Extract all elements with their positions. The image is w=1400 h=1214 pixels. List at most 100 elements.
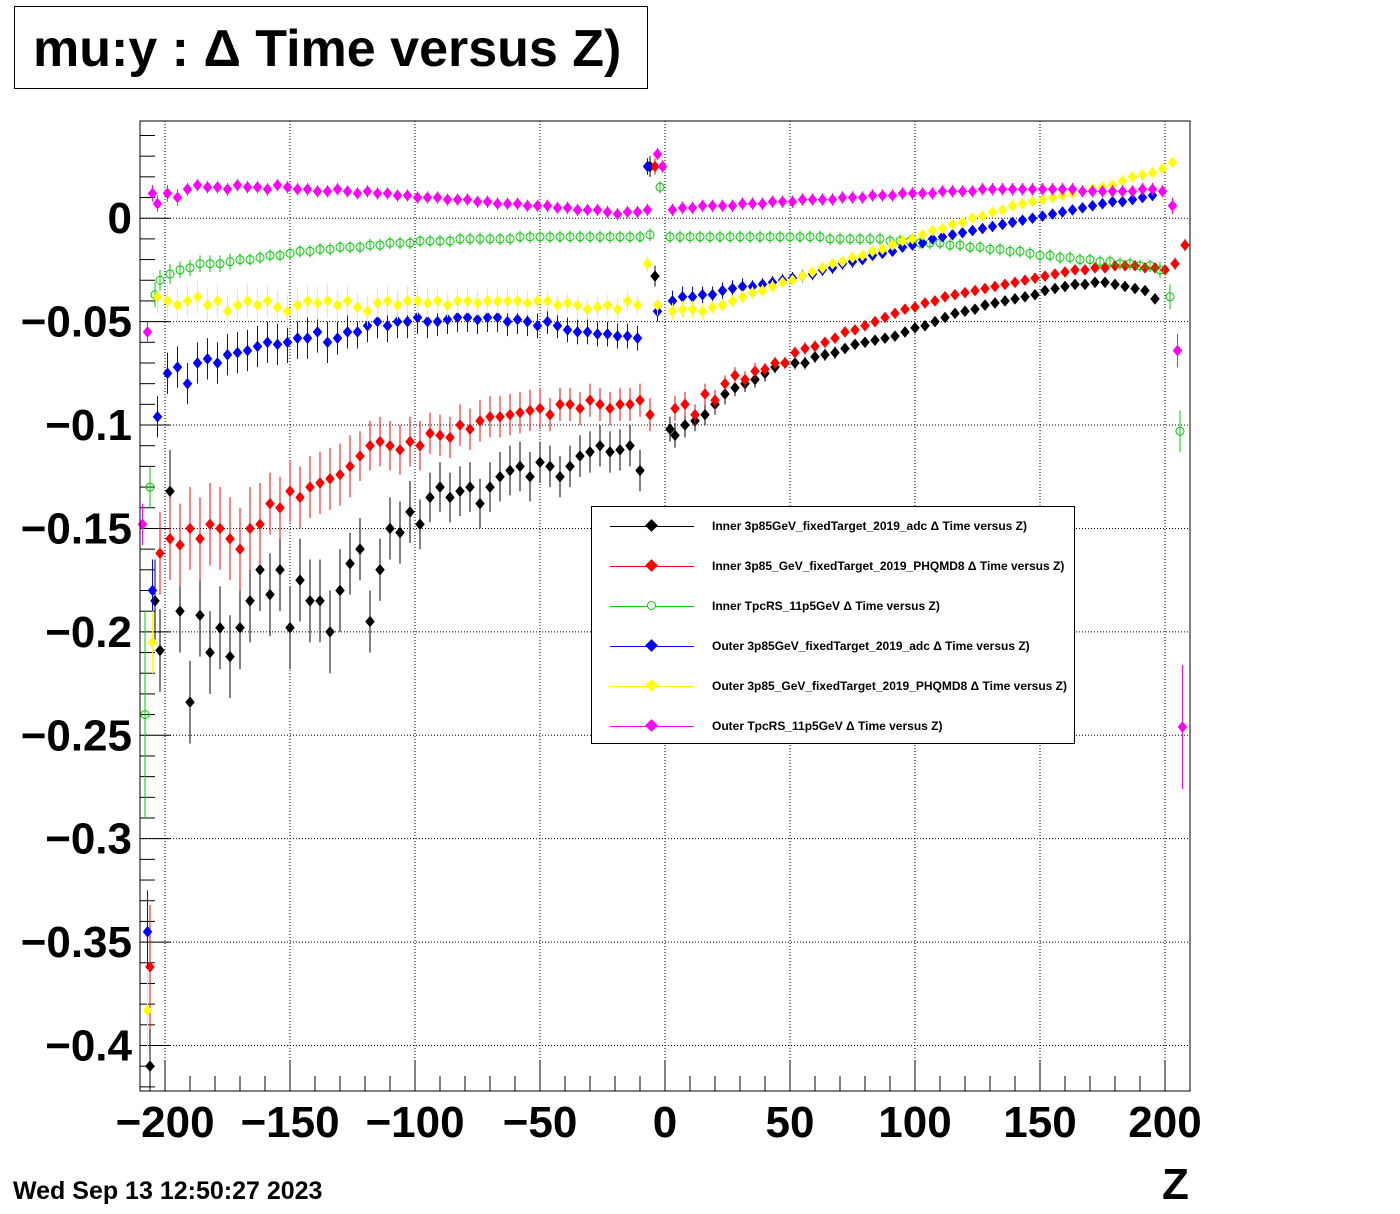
data-point	[162, 367, 173, 380]
data-point	[465, 234, 475, 244]
data-point	[642, 160, 653, 173]
data-point	[542, 199, 553, 212]
data-point	[840, 342, 850, 355]
data-point	[555, 470, 565, 483]
data-point	[945, 240, 955, 250]
data-point	[790, 346, 800, 359]
data-point	[635, 394, 645, 407]
data-point	[1135, 261, 1145, 271]
data-point	[1007, 183, 1018, 196]
data-point	[687, 201, 698, 214]
data-point	[1037, 193, 1048, 206]
data-point	[1117, 175, 1128, 187]
data-point	[727, 199, 738, 212]
data-point	[172, 361, 183, 374]
data-point	[1067, 183, 1078, 196]
x-tick-label: 150	[1003, 1098, 1076, 1147]
data-point	[950, 307, 960, 320]
data-point	[677, 201, 688, 214]
data-point	[525, 470, 535, 483]
data-point	[677, 303, 688, 316]
data-point	[997, 218, 1008, 231]
data-point	[442, 313, 453, 326]
data-point	[452, 311, 463, 324]
data-point	[352, 326, 363, 338]
data-point	[727, 282, 738, 295]
data-point	[1070, 264, 1080, 276]
data-point	[867, 189, 878, 202]
data-point	[1127, 170, 1138, 183]
data-point	[897, 235, 908, 247]
data-point	[687, 290, 698, 303]
data-point	[612, 303, 623, 316]
data-point	[275, 501, 285, 514]
data-point	[767, 195, 778, 208]
data-point	[582, 326, 593, 338]
data-point	[1085, 255, 1095, 265]
data-point	[225, 532, 235, 545]
data-point	[1137, 191, 1148, 204]
data-point	[967, 224, 978, 237]
data-point	[505, 234, 515, 244]
data-point	[335, 242, 345, 252]
data-point	[205, 259, 215, 269]
series-4	[142, 156, 1178, 1052]
data-point	[1017, 183, 1028, 196]
data-point	[545, 232, 555, 242]
data-point	[292, 332, 303, 345]
data-point	[977, 183, 988, 196]
data-point	[887, 245, 898, 258]
legend-entry: Inner TpcRS_11p5GeV Δ Time versus Z)	[592, 597, 1074, 617]
data-point	[715, 232, 725, 242]
data-point	[890, 307, 900, 320]
x-tick-label: 50	[766, 1098, 815, 1147]
data-point	[635, 464, 645, 477]
data-point	[1145, 261, 1155, 271]
data-point	[422, 191, 433, 204]
data-point	[352, 187, 363, 200]
data-point	[1105, 257, 1115, 267]
data-point	[1000, 295, 1010, 307]
data-point	[305, 594, 315, 607]
data-point	[562, 297, 573, 309]
data-point	[522, 315, 533, 328]
data-point	[482, 295, 493, 307]
data-point	[312, 326, 323, 338]
data-point	[787, 195, 798, 208]
data-point	[205, 518, 215, 531]
data-point	[605, 232, 615, 242]
data-point	[807, 193, 818, 206]
data-point	[1010, 276, 1020, 289]
data-point	[572, 299, 583, 311]
data-point	[522, 199, 533, 212]
data-point	[670, 402, 680, 415]
data-point	[765, 232, 775, 242]
data-point	[402, 295, 413, 307]
data-point	[542, 315, 553, 328]
data-point	[315, 594, 325, 607]
data-point	[1117, 195, 1128, 208]
data-point	[445, 236, 455, 246]
data-point	[595, 398, 605, 411]
data-point	[165, 269, 175, 279]
data-point	[392, 299, 403, 311]
data-point	[1050, 282, 1060, 295]
data-point	[827, 257, 838, 270]
data-point	[162, 295, 173, 307]
data-point	[342, 185, 353, 198]
x-tick-label: 100	[878, 1098, 951, 1147]
data-point	[192, 179, 203, 192]
data-point	[997, 183, 1008, 196]
data-point	[987, 220, 998, 233]
data-point	[632, 332, 643, 345]
data-point	[657, 160, 668, 173]
data-point	[405, 506, 415, 518]
data-point	[372, 187, 383, 200]
data-point	[877, 243, 888, 256]
data-point	[1030, 288, 1040, 301]
data-point	[1140, 261, 1150, 274]
data-point	[707, 301, 718, 314]
data-point	[717, 284, 728, 297]
data-point	[592, 204, 603, 216]
